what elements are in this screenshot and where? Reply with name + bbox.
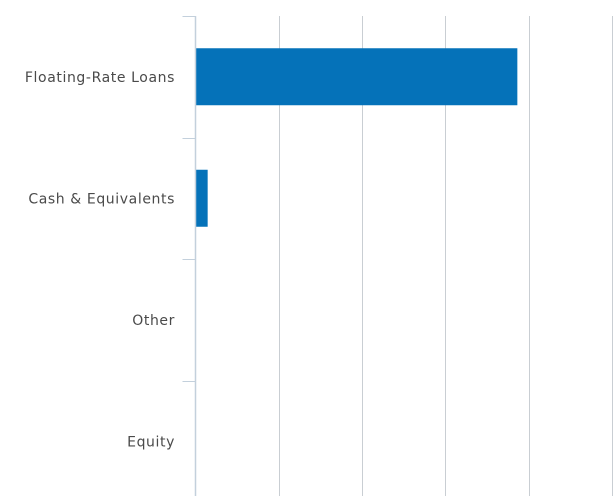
category-label: Cash & Equivalents xyxy=(28,191,175,207)
category-label: Equity xyxy=(127,434,175,450)
category-label: Floating-Rate Loans xyxy=(25,70,175,86)
bar-floating-rate-loans xyxy=(196,48,518,106)
category-axis xyxy=(182,16,197,496)
bars xyxy=(196,48,518,227)
category-labels: Floating-Rate Loans Cash & Equivalents Oth… xyxy=(25,70,175,451)
bar-cash-equivalents xyxy=(196,169,208,227)
category-label: Other xyxy=(132,313,175,329)
